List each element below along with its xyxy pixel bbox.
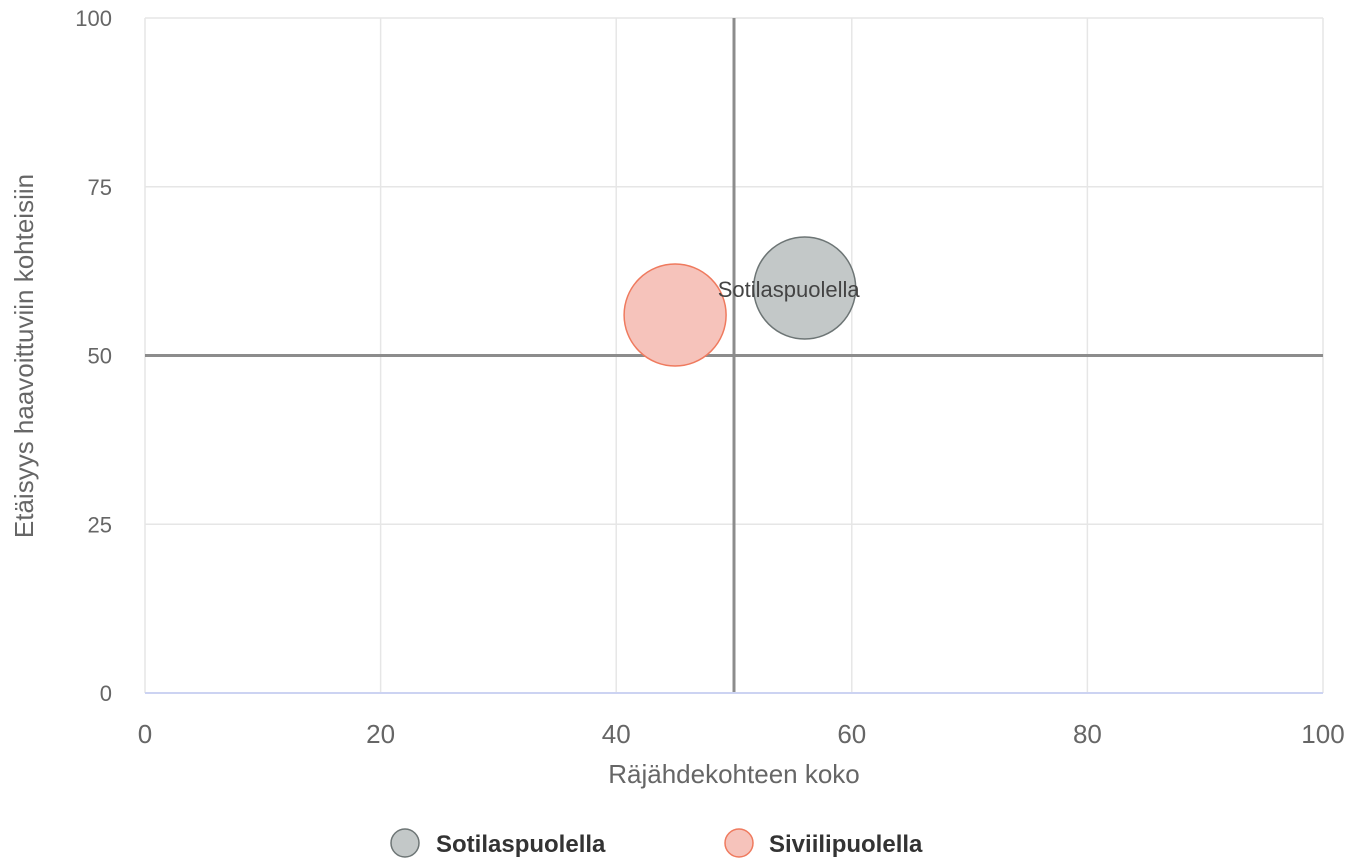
- legend-label[interactable]: Sotilaspuolella: [436, 831, 606, 858]
- bubble-label: Sotilaspuolella: [718, 277, 861, 302]
- legend: Sotilaspuolella Siviilipuolella: [390, 828, 923, 858]
- x-tick-label: 80: [1073, 719, 1102, 749]
- y-tick-label: 0: [100, 681, 112, 706]
- x-tick-label: 100: [1301, 719, 1344, 749]
- axes: 0 20 40 60 80 100 0 25 50 75 100: [75, 6, 1344, 749]
- bubble-sotilas[interactable]: [752, 236, 857, 340]
- y-tick-label: 100: [75, 6, 112, 31]
- x-axis-title: Räjähdekohteen koko: [608, 759, 860, 789]
- x-tick-label: 0: [138, 719, 152, 749]
- x-tick-label: 40: [602, 719, 631, 749]
- x-tick-label: 60: [837, 719, 866, 749]
- y-tick-label: 25: [88, 512, 112, 537]
- y-tick-label: 50: [88, 344, 112, 369]
- legend-marker: [724, 828, 754, 858]
- x-tick-label: 20: [366, 719, 395, 749]
- y-tick-label: 75: [88, 175, 112, 200]
- y-axis-title: Etäisyys haavoittuviin kohteisiin: [9, 174, 39, 538]
- bubble-siviili[interactable]: [623, 263, 727, 367]
- legend-label[interactable]: Siviilipuolella: [769, 831, 923, 858]
- quadrant-lines: [145, 18, 1323, 693]
- legend-marker: [390, 828, 420, 858]
- bubbles: Sotilaspuolella: [623, 236, 861, 367]
